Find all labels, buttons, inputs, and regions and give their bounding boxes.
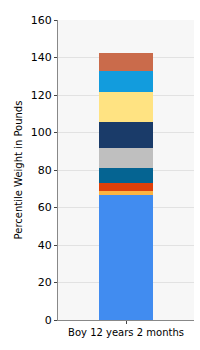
svg-text:120: 120 (31, 89, 52, 102)
svg-text:140: 140 (31, 51, 52, 64)
svg-text:60: 60 (38, 201, 52, 214)
svg-text:80: 80 (38, 164, 52, 177)
svg-text:Boy 12 years 2 months: Boy 12 years 2 months (68, 327, 184, 338)
svg-text:160: 160 (31, 14, 52, 27)
svg-text:40: 40 (38, 239, 52, 252)
svg-text:Percentile Weight in Pounds: Percentile Weight in Pounds (13, 101, 24, 240)
svg-text:20: 20 (38, 276, 52, 289)
svg-text:100: 100 (31, 126, 52, 139)
svg-text:0: 0 (45, 314, 52, 327)
